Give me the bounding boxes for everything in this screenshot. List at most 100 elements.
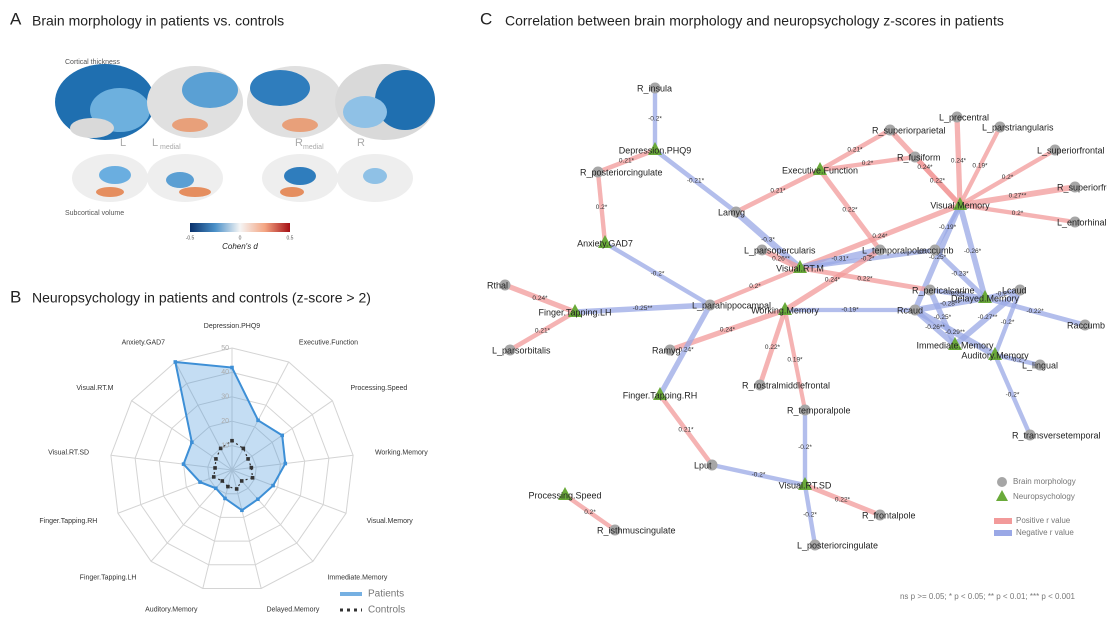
legend-label: Controls xyxy=(368,605,405,616)
node-label: R_insula xyxy=(637,83,672,93)
axis-label: Auditory.Memory xyxy=(145,607,198,614)
node-label: L_parstriangularis xyxy=(982,122,1054,132)
edge-label: -0.25* xyxy=(934,314,952,321)
edge-label: -0.25** xyxy=(633,305,653,312)
legend-label: Negative r value xyxy=(1016,528,1074,537)
node-label: R_isthmuscingulate xyxy=(597,525,676,535)
axis-label: Finger.Tapping.LH xyxy=(80,575,137,582)
edge-label: -0.19* xyxy=(841,307,859,314)
subcortical-label: Subcortical volume xyxy=(65,210,124,217)
edge-label: -0.2* xyxy=(861,256,875,263)
edge-label: 0.24* xyxy=(532,295,548,302)
node-label: R_superiorfrontal xyxy=(1057,182,1107,192)
node-label: Visual.RT.M xyxy=(776,263,824,273)
r-tick-label: 10 xyxy=(221,442,229,449)
edge-label: -0.2* xyxy=(1006,392,1020,399)
legend-label: Positive r value xyxy=(1016,516,1071,525)
brain-medial-right xyxy=(247,66,343,138)
edge-label: -0.23* xyxy=(951,271,969,278)
radar-point xyxy=(174,360,178,364)
node-label: Ramyg xyxy=(652,345,681,355)
edge-label: -0.26** xyxy=(925,324,945,331)
radar-area xyxy=(175,362,285,510)
panel-title: Neuropsychology in patients and controls… xyxy=(32,290,371,306)
node-label: Executive.Function xyxy=(782,165,858,175)
edge-label: -0.29** xyxy=(945,329,965,336)
radar-point xyxy=(256,419,260,423)
edge-label: 0.24* xyxy=(720,327,736,334)
legend-neuro xyxy=(996,490,1008,501)
hemi-sub: medial xyxy=(303,144,324,151)
radar-point xyxy=(271,484,275,488)
colorbar-title: Cohen's d xyxy=(222,242,258,251)
edge-label: 0.2* xyxy=(596,204,608,211)
colorbar-tick: 0.5 xyxy=(287,235,294,241)
node-label: L_temporalpole xyxy=(862,245,924,255)
node-label: Raccumb xyxy=(1067,320,1105,330)
node-label: Rthal xyxy=(487,280,508,290)
radar-point xyxy=(223,497,227,501)
radar-point xyxy=(250,466,254,470)
node-label: R_frontalpole xyxy=(862,510,916,520)
axis-label: Visual.RT.SD xyxy=(48,449,89,456)
node-label: Anxiety.GAD7 xyxy=(577,238,633,248)
node-label: Lamyg xyxy=(718,207,745,217)
node-label: L_parsopercularis xyxy=(744,245,816,255)
radar-point xyxy=(246,457,250,461)
edge-label: 0.22* xyxy=(857,276,873,283)
radar-point xyxy=(214,457,218,461)
legend-label: Brain morphology xyxy=(1013,477,1076,486)
r-tick-label: 50 xyxy=(221,345,229,352)
node-label: Visual.Memory xyxy=(930,200,990,210)
node-label: Auditory.Memory xyxy=(961,350,1029,360)
hemi-label: R xyxy=(357,137,365,149)
edge-label: 0.27** xyxy=(1009,193,1027,200)
axis-label: Anxiety.GAD7 xyxy=(122,339,166,346)
panel-label: A xyxy=(10,9,22,28)
edge-label: 0.24* xyxy=(872,233,888,240)
panel-title: Brain morphology in patients vs. control… xyxy=(32,13,284,29)
radar-point xyxy=(198,480,202,484)
brain-lateral-right xyxy=(335,64,435,140)
axis-label: Visual.RT.M xyxy=(76,385,113,392)
axis-label: Executive.Function xyxy=(299,339,358,346)
radar-point xyxy=(280,434,284,438)
node-label: Finger.Tapping.RH xyxy=(623,390,698,400)
node-label: Rcaud xyxy=(897,305,923,315)
radar-point xyxy=(256,497,260,501)
radar-point xyxy=(190,440,194,444)
node-label: L_precentral xyxy=(939,112,989,122)
node-label: L_parsorbitalis xyxy=(492,345,551,355)
node-label: R_rostralmiddlefrontal xyxy=(742,380,830,390)
edge-label: 0.24* xyxy=(951,158,967,165)
legend-negative xyxy=(994,530,1012,536)
edge-label: -0.2* xyxy=(648,116,662,123)
edge-label: -0.2* xyxy=(798,444,812,451)
edge-label: 0.2* xyxy=(749,283,761,290)
radar-point xyxy=(214,486,218,490)
node-label: Depression.PHQ9 xyxy=(619,145,692,155)
node-label: Laccumb xyxy=(917,245,954,255)
node-label: R_temporalpole xyxy=(787,405,851,415)
edge-label: 0.22* xyxy=(842,207,858,214)
edge-label: 0.2* xyxy=(862,160,874,167)
radar-point xyxy=(283,462,287,466)
brain-lateral-left xyxy=(55,64,155,140)
edge-label: 0.21* xyxy=(770,188,786,195)
edge-label: -0.22* xyxy=(1026,308,1044,315)
edge-label: -0.19* xyxy=(939,224,957,231)
edge-label: 0.21* xyxy=(847,147,863,154)
colorbar xyxy=(190,223,290,232)
panel-a: A Brain morphology in patients vs. contr… xyxy=(10,9,435,251)
edge-label: -0.2* xyxy=(1001,319,1015,326)
radar-point xyxy=(212,475,216,479)
edge-label: 0.19* xyxy=(787,357,803,364)
edge-label: 0.2* xyxy=(584,509,596,516)
edge-label: -0.2* xyxy=(651,271,665,278)
radar-point xyxy=(230,439,234,443)
panel-label: C xyxy=(480,9,492,28)
radar-point xyxy=(213,466,217,470)
edge-label: -0.26* xyxy=(964,248,982,255)
node-label: Processing.Speed xyxy=(528,490,601,500)
node-label: R_transversetemporal xyxy=(1012,430,1101,440)
